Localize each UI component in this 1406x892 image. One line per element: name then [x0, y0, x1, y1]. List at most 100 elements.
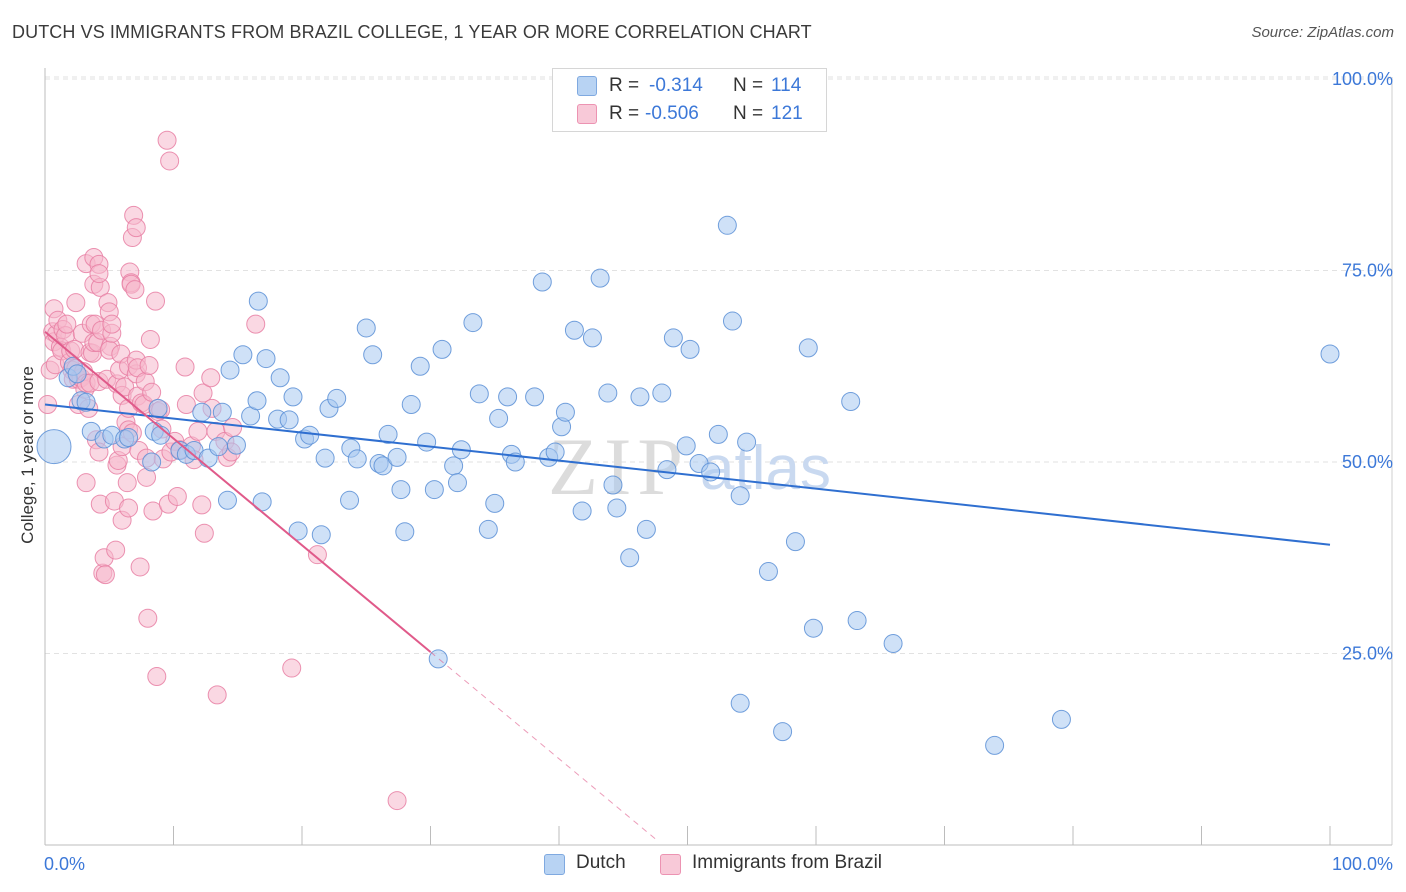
dutch-point: [356, 318, 376, 338]
brazil-point: [147, 666, 167, 686]
brazil-point: [387, 791, 407, 811]
dutch-point: [680, 339, 700, 359]
dutch-point: [363, 345, 383, 365]
brazil-point: [117, 473, 137, 493]
y-tick-label-50: 50.0%: [1342, 452, 1393, 472]
dutch-point: [730, 693, 750, 713]
dutch-point: [847, 611, 867, 631]
dutch-point: [76, 392, 96, 412]
brazil-point: [142, 382, 162, 402]
dutch-point: [148, 398, 168, 418]
brazil-points: [38, 130, 407, 811]
dutch-point: [985, 735, 1005, 755]
dutch-point: [708, 424, 728, 444]
brazil-point: [175, 357, 195, 377]
brazil-point: [167, 486, 187, 506]
dutch-point: [590, 268, 610, 288]
brazil-point: [119, 498, 139, 518]
brazil-point: [76, 473, 96, 493]
grid-lines: [45, 76, 1392, 654]
dutch-point: [582, 328, 602, 348]
dutch-point: [564, 320, 584, 340]
brazil-point: [194, 523, 214, 543]
dutch-point: [387, 447, 407, 467]
dutch-point: [717, 215, 737, 235]
dutch-point: [572, 501, 592, 521]
brazil-point: [246, 314, 266, 334]
dutch-point: [469, 384, 489, 404]
dutch-n-label: N =: [733, 75, 764, 96]
dutch-point: [447, 473, 467, 493]
dutch-n-value: 114: [771, 75, 802, 96]
brazil-point: [193, 383, 213, 403]
dutch-point: [478, 519, 498, 539]
y-tick-label-75: 75.0%: [1342, 261, 1393, 281]
y-tick-label-25: 25.0%: [1342, 644, 1393, 664]
brazil-point: [115, 377, 135, 397]
dutch-point: [36, 429, 72, 465]
dutch-point: [378, 424, 398, 444]
dutch-point: [598, 383, 618, 403]
dutch-point: [424, 480, 444, 500]
dutch-point: [798, 338, 818, 358]
dutch-point: [220, 360, 240, 380]
watermark-atlas: atlas: [700, 434, 831, 503]
dutch-point: [883, 634, 903, 654]
dutch-point: [256, 349, 276, 369]
dutch-legend-label: Dutch: [576, 852, 626, 873]
dutch-point: [119, 427, 139, 447]
dutch-point: [607, 498, 627, 518]
brazil-point: [139, 355, 159, 375]
dutch-point: [417, 432, 437, 452]
dutch-point: [555, 402, 575, 422]
dutch-point: [841, 391, 861, 411]
brazil-swatch: [577, 104, 597, 124]
dutch-point: [288, 521, 308, 541]
brazil-point: [102, 314, 122, 334]
brazil-r-label: R =: [609, 103, 640, 124]
dutch-legend-swatch: [544, 854, 565, 875]
brazil-point: [130, 557, 150, 577]
dutch-point: [676, 436, 696, 456]
brazil-n-value: 121: [771, 103, 803, 124]
dutch-point: [67, 364, 87, 384]
dutch-point: [463, 313, 483, 333]
dutch-point: [226, 435, 246, 455]
x-tick-label-0: 0.0%: [44, 854, 85, 874]
dutch-point: [208, 437, 228, 457]
brazil-point: [140, 329, 160, 349]
dutch-point: [620, 548, 640, 568]
brazil-legend-swatch: [660, 854, 681, 875]
dutch-point: [652, 383, 672, 403]
dutch-point: [657, 460, 677, 480]
brazil-point: [160, 151, 180, 171]
dutch-trend-line: [44, 403, 1331, 546]
series-legend: Dutch Immigrants from Brazil: [0, 852, 1406, 878]
dutch-point: [212, 402, 232, 422]
dutch-point: [636, 519, 656, 539]
dutch-point: [252, 492, 272, 512]
correlation-legend: R = -0.314 N = 114 R = -0.506 N = 121: [552, 68, 827, 132]
brazil-point: [207, 685, 227, 705]
brazil-point: [95, 565, 115, 585]
dutch-point: [758, 562, 778, 582]
brazil-point: [176, 395, 196, 415]
dutch-point: [773, 722, 793, 742]
brazil-point: [125, 280, 145, 300]
brazil-trend-line: [44, 331, 432, 653]
dutch-point: [311, 525, 331, 545]
dutch-point: [498, 387, 518, 407]
brazil-point: [223, 418, 243, 438]
dutch-point: [248, 291, 268, 311]
dutch-point: [233, 345, 253, 365]
tick-labels: 100.0% 75.0% 50.0% 25.0% 0.0% 100.0%: [44, 69, 1393, 874]
brazil-point: [307, 545, 327, 565]
dutch-point: [395, 522, 415, 542]
dutch-r-label: R =: [609, 75, 640, 96]
dutch-point: [525, 387, 545, 407]
dutch-point: [217, 490, 237, 510]
dutch-point: [340, 490, 360, 510]
dutch-point: [489, 408, 509, 428]
brazil-legend-label: Immigrants from Brazil: [692, 852, 883, 873]
